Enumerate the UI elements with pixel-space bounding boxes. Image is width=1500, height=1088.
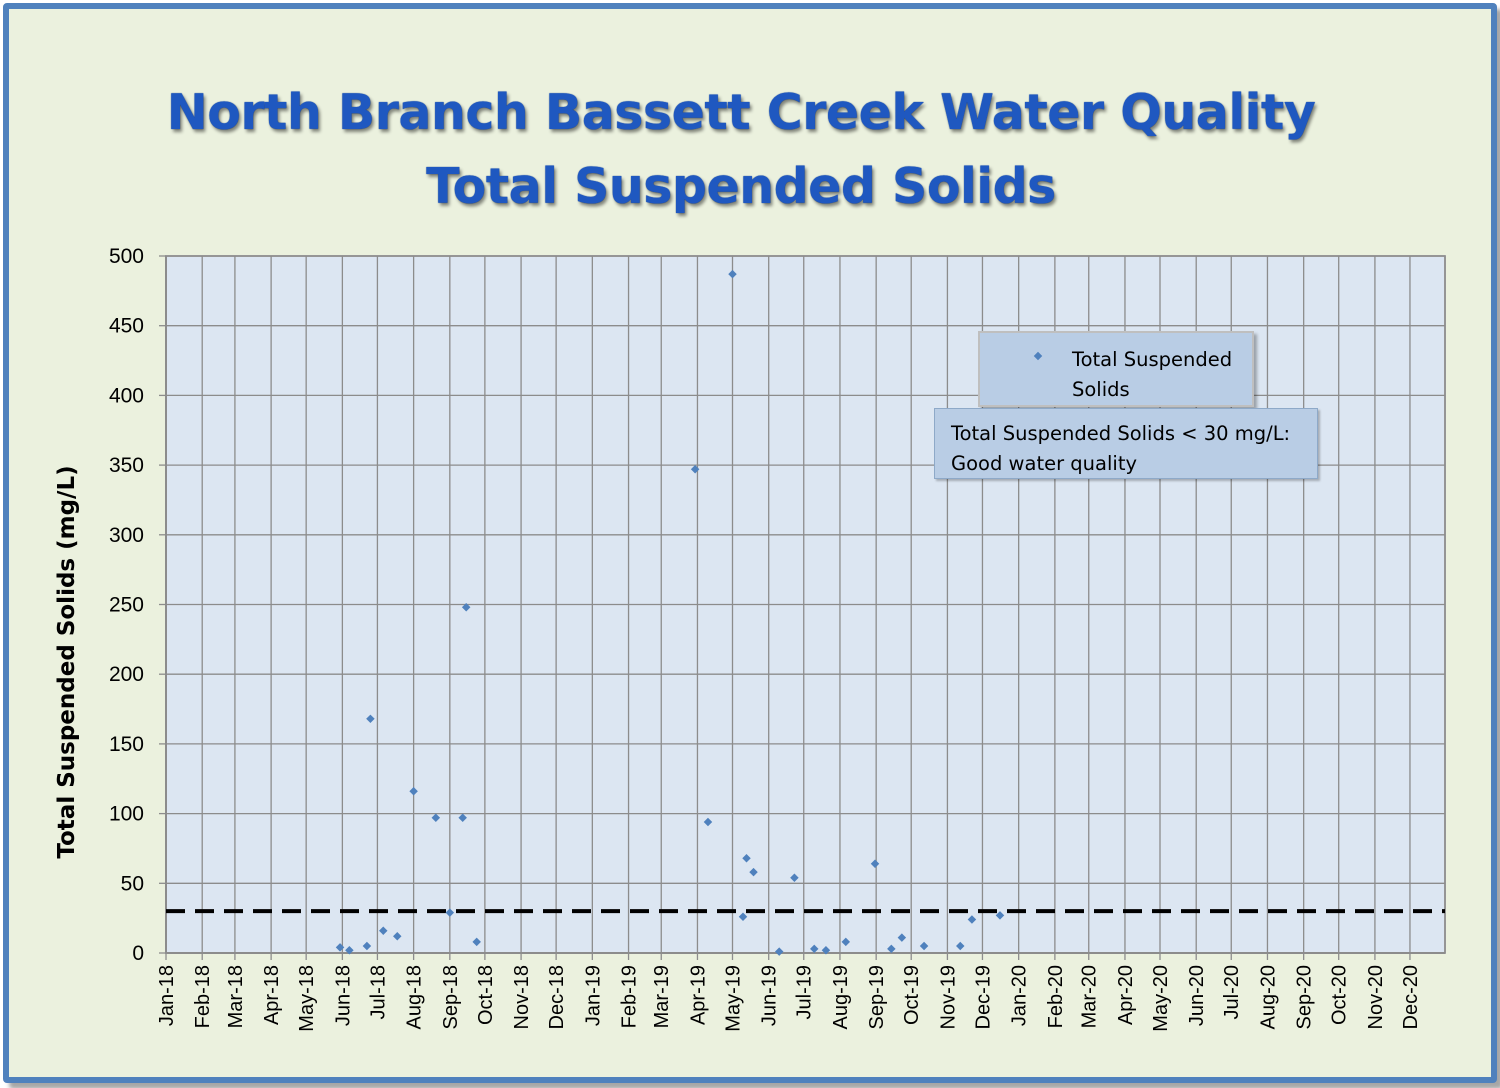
x-tick-label: Apr-18: [261, 965, 283, 1025]
chart-title-line-2: Total Suspended Solids: [426, 158, 1056, 215]
x-tick-label: Sep-20: [1294, 965, 1316, 1030]
data-point: [749, 867, 758, 877]
y-tick-label: 50: [121, 872, 144, 895]
x-tick-label: Feb-18: [192, 965, 214, 1028]
data-point: [956, 941, 965, 951]
x-tick-label: Mar-19: [651, 965, 673, 1028]
y-tick-label: 200: [109, 663, 144, 686]
y-tick-label: 100: [109, 803, 144, 826]
data-point: [345, 945, 354, 955]
x-tick-label: Sep-19: [866, 965, 888, 1030]
data-point: [703, 817, 713, 827]
y-tick-label: 250: [109, 594, 144, 617]
data-point: [379, 926, 388, 935]
data-point: [841, 937, 851, 947]
x-tick-label: Nov-20: [1365, 965, 1387, 1029]
x-tick-label: Jun-20: [1186, 965, 1208, 1026]
data-point: [810, 944, 819, 954]
x-tick-label: Dec-19: [972, 965, 994, 1029]
x-tick-label: Jun-19: [759, 965, 781, 1026]
data-point: [790, 873, 799, 882]
x-tick-label: Jan-18: [156, 965, 178, 1026]
x-tick-label: Jul-20: [1221, 965, 1243, 1019]
x-tick-label: Dec-18: [546, 965, 568, 1029]
x-tick-label: Nov-19: [937, 965, 959, 1029]
x-tick-label: Jan-20: [1009, 965, 1031, 1026]
data-point: [728, 269, 737, 279]
x-tick-label: Mar-18: [225, 965, 247, 1028]
data-point: [897, 933, 907, 942]
legend-label: Total Suspended Solids: [1072, 348, 1233, 401]
x-tick-label: Dec-20: [1400, 965, 1422, 1029]
chart-title-line-1: North Branch Bassett Creek Water Quality: [166, 84, 1316, 141]
data-point: [821, 945, 831, 955]
x-tick-label: Oct-19: [901, 965, 923, 1025]
x-tick-label: Jun-18: [332, 965, 354, 1026]
x-tick-label: Oct-18: [475, 965, 497, 1025]
x-tick-label: Aug-19: [830, 965, 852, 1030]
data-point: [458, 813, 467, 823]
data-point: [690, 465, 700, 474]
data-point: [472, 937, 481, 947]
data-point: [995, 911, 1005, 920]
y-tick-label: 150: [109, 733, 144, 756]
x-tick-label: Aug-20: [1257, 965, 1279, 1030]
data-point: [742, 853, 751, 863]
x-tick-label: May-20: [1150, 965, 1172, 1032]
x-tick-label: Mar-20: [1079, 965, 1101, 1028]
data-point: [774, 947, 784, 956]
data-point: [445, 908, 455, 917]
x-tick-label: Jul-19: [794, 965, 816, 1019]
y-tick-label: 400: [109, 384, 144, 407]
y-tick-label: 450: [109, 315, 144, 338]
x-tick-label: May-18: [296, 965, 318, 1032]
data-point: [409, 787, 418, 796]
data-point: [870, 859, 880, 869]
data-point: [461, 603, 471, 612]
x-tick-label: Jan-19: [582, 965, 604, 1026]
x-tick-label: Jul-18: [367, 965, 389, 1019]
data-point: [335, 943, 345, 952]
x-tick-label: Apr-19: [687, 965, 709, 1025]
x-tick-label: Feb-20: [1045, 965, 1067, 1028]
threshold-note: Total Suspended Solids < 30 mg/L: Good w…: [934, 408, 1318, 479]
x-tick-label: Apr-20: [1115, 965, 1137, 1025]
threshold-note-line-2: Good water quality: [951, 452, 1138, 475]
x-tick-label: Aug-18: [404, 965, 426, 1030]
data-point: [887, 944, 896, 954]
x-tick-label: Nov-18: [511, 965, 533, 1029]
data-point: [366, 714, 375, 724]
data-point: [393, 932, 402, 941]
data-point: [738, 912, 748, 921]
legend: Total Suspended Solids: [978, 331, 1254, 407]
y-tick-label: 500: [109, 245, 144, 268]
legend-marker-icon: [1033, 351, 1043, 361]
x-tick-label: Oct-20: [1329, 965, 1351, 1025]
data-point: [431, 813, 441, 823]
y-axis-label: Total Suspended Solids (mg/L): [54, 465, 80, 858]
x-tick-label: Feb-19: [619, 965, 641, 1028]
threshold-note-line-1: Total Suspended Solids < 30 mg/L:: [951, 422, 1291, 445]
x-tick-label: May-19: [722, 965, 744, 1032]
x-tick-label: Sep-18: [440, 965, 462, 1030]
y-tick-label: 350: [109, 454, 144, 477]
data-point: [919, 941, 929, 951]
y-tick-label: 300: [109, 524, 144, 547]
data-point: [362, 941, 372, 951]
data-point: [967, 915, 977, 924]
y-tick-label: 0: [132, 942, 144, 965]
